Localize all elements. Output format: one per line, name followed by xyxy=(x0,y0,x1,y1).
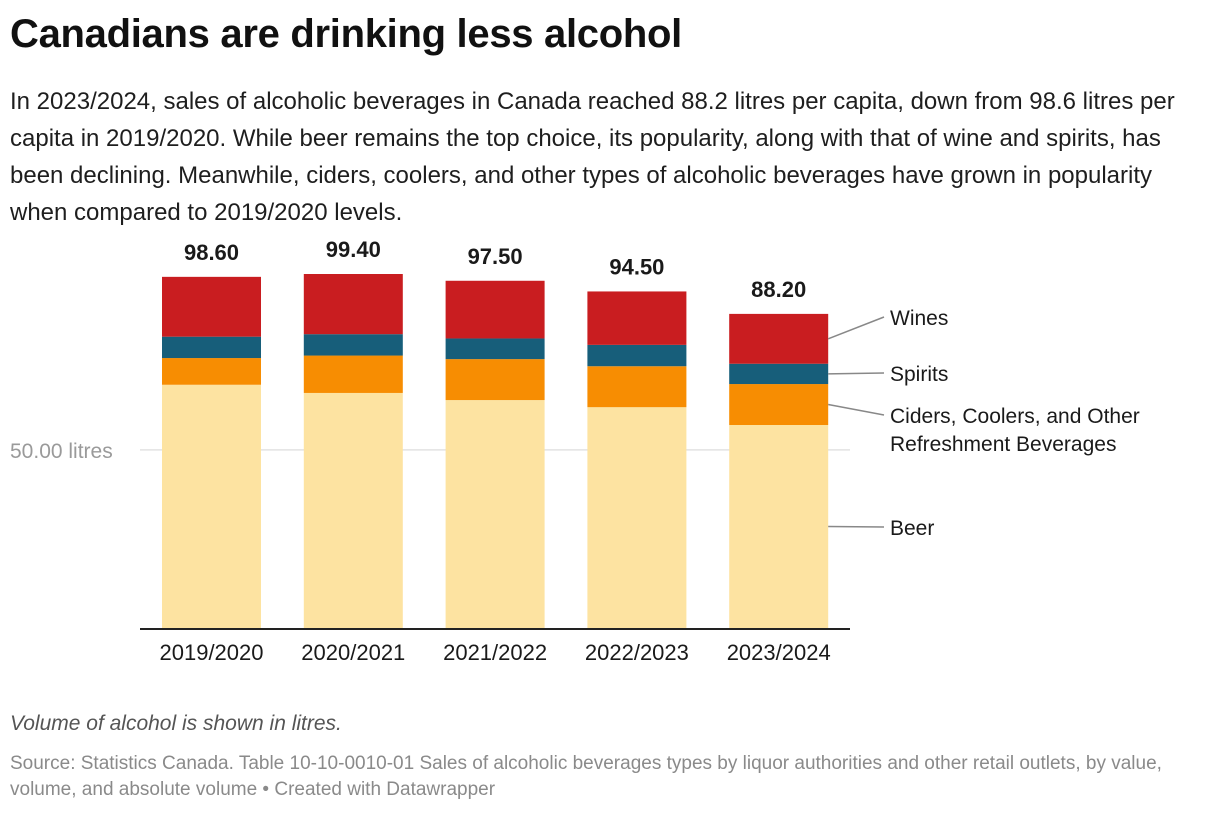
bar-segment-beer-3 xyxy=(445,400,545,628)
x-tick-label-2: 2020/2021 xyxy=(301,640,405,665)
gridline-label: 50.00 litres xyxy=(10,440,113,463)
bar-segment-wines-4 xyxy=(587,291,687,345)
total-label-2: 99.40 xyxy=(326,237,381,262)
bar-segment-beer-4 xyxy=(587,407,687,628)
chart-subtitle: In 2023/2024, sales of alcoholic beverag… xyxy=(10,88,1175,226)
bar-segment-spirits-3 xyxy=(445,338,545,360)
chart-note: Volume of alcohol is shown in litres. xyxy=(10,712,342,735)
total-label-1: 98.60 xyxy=(184,240,239,265)
bar-segment-ciders-coolers-and-other-refreshment-beverages-2 xyxy=(303,355,403,393)
total-label-5: 88.20 xyxy=(751,277,806,302)
legend-leader-spirits xyxy=(828,372,885,375)
bar-segment-ciders-coolers-and-other-refreshment-beverages-1 xyxy=(162,358,261,385)
bar-segment-spirits-5 xyxy=(729,363,829,385)
legend-label-ciders-coolers-and-other-refreshment-beverages-line-2: Refreshment Beverages xyxy=(890,433,1116,456)
bar-segment-ciders-coolers-and-other-refreshment-beverages-5 xyxy=(729,384,829,426)
bar-segment-wines-3 xyxy=(445,280,545,339)
bar-segment-wines-2 xyxy=(303,274,403,335)
bar-segment-ciders-coolers-and-other-refreshment-beverages-3 xyxy=(445,359,545,401)
legend-leader-ciders-coolers-and-other-refreshment-beverages xyxy=(828,403,885,416)
legend-label-wines: Wines xyxy=(890,307,948,330)
total-label-4: 94.50 xyxy=(609,254,664,279)
bar-segment-ciders-coolers-and-other-refreshment-beverages-4 xyxy=(587,366,687,408)
chart-title: Canadians are drinking less alcohol xyxy=(10,12,682,56)
bars-layer xyxy=(162,274,829,628)
bar-segment-wines-1 xyxy=(162,276,261,337)
legend-layer: Wines Spirits Ciders, Coolers, and Other Re… xyxy=(827,307,1140,540)
legend-label-ciders-coolers-and-other-refreshment-beverages-line-1: Ciders, Coolers, and Other xyxy=(890,405,1140,428)
bar-segment-beer-5 xyxy=(729,425,829,628)
x-tick-label-5: 2023/2024 xyxy=(727,640,831,665)
bar-segment-spirits-4 xyxy=(587,344,687,367)
bar-segment-beer-2 xyxy=(303,392,403,628)
x-tick-label-3: 2021/2022 xyxy=(443,640,547,665)
total-label-3: 97.50 xyxy=(468,244,523,269)
gridline-layer: 50.00 litres xyxy=(10,440,850,630)
legend-label-spirits: Spirits xyxy=(890,363,948,386)
bar-segment-beer-1 xyxy=(162,384,261,628)
chart-source: Source: Statistics Canada. Table 10-10-0… xyxy=(10,753,1162,800)
bar-segment-spirits-2 xyxy=(303,334,403,356)
legend-label-beer: Beer xyxy=(890,517,934,540)
x-tick-label-4: 2022/2023 xyxy=(585,640,689,665)
x-tick-label-1: 2019/2020 xyxy=(160,640,264,665)
bar-segment-spirits-1 xyxy=(162,336,261,359)
labels-layer: 98.60 2019/2020 99.40 2020/2021 97.50 2021/20… xyxy=(160,237,831,665)
bar-segment-wines-5 xyxy=(729,313,829,364)
legend-leader-wines xyxy=(827,316,885,340)
